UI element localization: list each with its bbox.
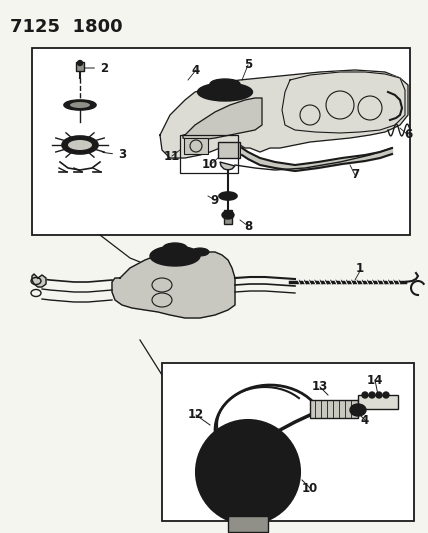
Circle shape: [362, 392, 368, 398]
Ellipse shape: [191, 248, 209, 256]
Text: 3: 3: [103, 149, 126, 161]
Circle shape: [304, 109, 316, 121]
Text: 1: 1: [356, 262, 364, 274]
Text: 6: 6: [404, 128, 412, 141]
Text: 7: 7: [351, 168, 359, 182]
Bar: [76, 62, 84, 71]
Circle shape: [362, 100, 378, 116]
Polygon shape: [160, 70, 408, 158]
Circle shape: [210, 434, 218, 442]
Circle shape: [236, 460, 260, 484]
Ellipse shape: [350, 404, 366, 416]
Text: 4: 4: [361, 414, 369, 426]
Polygon shape: [112, 250, 235, 318]
Polygon shape: [282, 72, 405, 133]
Text: 8: 8: [244, 220, 252, 232]
Bar: [32, 48, 410, 235]
Ellipse shape: [62, 136, 98, 154]
Text: 10: 10: [302, 481, 318, 495]
Circle shape: [278, 434, 286, 442]
Polygon shape: [183, 98, 262, 140]
Circle shape: [330, 95, 350, 115]
Circle shape: [210, 434, 286, 510]
Bar: [180, 135, 238, 173]
Ellipse shape: [210, 79, 240, 89]
Circle shape: [278, 502, 286, 510]
Text: 11: 11: [164, 149, 180, 163]
Text: 2: 2: [83, 61, 108, 75]
Text: 10: 10: [202, 158, 218, 172]
Circle shape: [369, 392, 375, 398]
Text: 7125  1800: 7125 1800: [10, 18, 123, 36]
Bar: [358, 395, 398, 409]
Bar: [310, 400, 358, 418]
Ellipse shape: [64, 100, 96, 110]
Text: 4: 4: [192, 63, 200, 77]
Circle shape: [210, 502, 218, 510]
Text: 12: 12: [188, 408, 204, 422]
Circle shape: [77, 61, 83, 66]
Circle shape: [196, 420, 300, 524]
Circle shape: [376, 392, 382, 398]
Ellipse shape: [163, 243, 187, 253]
Bar: [228, 516, 268, 532]
Bar: [218, 142, 240, 158]
Ellipse shape: [222, 211, 234, 219]
Bar: [162, 363, 414, 521]
Ellipse shape: [68, 140, 92, 150]
Text: 9: 9: [211, 193, 219, 206]
Text: 13: 13: [312, 381, 328, 393]
Circle shape: [224, 448, 272, 496]
Circle shape: [383, 392, 389, 398]
Bar: [184, 138, 208, 154]
Text: 14: 14: [367, 374, 383, 386]
Ellipse shape: [150, 246, 200, 266]
Ellipse shape: [70, 102, 90, 108]
Ellipse shape: [197, 83, 253, 101]
Bar: [224, 210, 232, 224]
Text: 5: 5: [244, 59, 252, 71]
Polygon shape: [32, 274, 46, 287]
Polygon shape: [220, 162, 235, 170]
Ellipse shape: [219, 192, 237, 200]
